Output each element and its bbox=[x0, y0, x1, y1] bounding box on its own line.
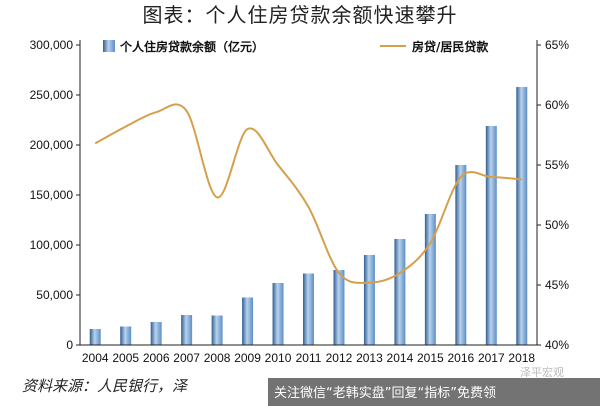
legend-bar-label: 个人住房贷款余额（亿元） bbox=[119, 39, 264, 54]
bar bbox=[242, 297, 254, 345]
x-tick-label: 2004 bbox=[82, 351, 109, 365]
source-note: 资料来源：人民银行，泽 bbox=[22, 377, 188, 395]
bar bbox=[455, 165, 467, 345]
x-tick-label: 2009 bbox=[234, 351, 261, 365]
watermark-banner: 泽平宏观 关注微信“老韩实盘”回复“指标”免费领 bbox=[268, 365, 600, 406]
right-tick-label: 55% bbox=[545, 158, 569, 172]
axes bbox=[79, 40, 538, 346]
chart-title: 图表：个人住房贷款余额快速攀升 bbox=[143, 3, 458, 27]
right-axis-ticks: 40% 45% 50% 55% 60% 65% bbox=[537, 38, 569, 352]
x-tick-label: 2016 bbox=[447, 351, 474, 365]
legend: 个人住房贷款余额（亿元） 房贷/居民贷款 bbox=[103, 39, 489, 54]
x-tick-label: 2017 bbox=[478, 351, 505, 365]
left-tick-label: 300,000 bbox=[30, 38, 74, 52]
bar bbox=[394, 239, 406, 345]
right-tick-label: 45% bbox=[545, 278, 569, 292]
x-tick-label: 2013 bbox=[356, 351, 383, 365]
x-tick-label: 2006 bbox=[143, 351, 170, 365]
bar bbox=[333, 270, 345, 345]
right-tick-label: 40% bbox=[545, 338, 569, 352]
left-tick-label: 100,000 bbox=[30, 238, 74, 252]
x-tick-label: 2005 bbox=[112, 351, 139, 365]
ratio-line bbox=[94, 103, 522, 284]
x-tick-label: 2012 bbox=[326, 351, 353, 365]
watermark-backdrop bbox=[268, 378, 600, 406]
plot-area: 0 50,000 100,000 150,000 200,000 250,000 300,0… bbox=[30, 38, 570, 365]
bar bbox=[516, 87, 528, 345]
left-tick-label: 0 bbox=[66, 338, 73, 352]
bar bbox=[211, 315, 223, 345]
watermark-text: 关注微信“老韩实盘”回复“指标”免费领 bbox=[274, 385, 496, 401]
x-tick-label: 2014 bbox=[387, 351, 414, 365]
x-tick-label: 2007 bbox=[173, 351, 200, 365]
bar-series bbox=[89, 87, 528, 345]
bar bbox=[181, 315, 193, 345]
left-tick-label: 250,000 bbox=[30, 88, 74, 102]
watermark-faded: 泽平宏观 bbox=[520, 365, 564, 379]
x-tick-label: 2015 bbox=[417, 351, 444, 365]
legend-bar-swatch bbox=[103, 40, 115, 52]
x-tick-label: 2011 bbox=[296, 351, 322, 365]
right-tick-label: 50% bbox=[545, 218, 569, 232]
bar bbox=[89, 329, 101, 345]
x-tick-label: 2010 bbox=[265, 351, 292, 365]
x-tick-label: 2018 bbox=[508, 351, 535, 365]
left-tick-label: 150,000 bbox=[30, 188, 74, 202]
bar bbox=[485, 126, 497, 345]
bar bbox=[424, 214, 436, 345]
left-tick-label: 50,000 bbox=[36, 288, 73, 302]
bar bbox=[150, 322, 162, 345]
bar bbox=[363, 255, 375, 345]
right-tick-label: 60% bbox=[545, 98, 569, 112]
right-tick-label: 65% bbox=[545, 38, 569, 52]
x-axis-ticks: 2004 2005 2006 2007 2008 2009 2010 2011 2012 2013… bbox=[82, 351, 536, 365]
left-tick-label: 200,000 bbox=[30, 138, 74, 152]
legend-line-label: 房贷/居民贷款 bbox=[412, 39, 489, 54]
x-tick-label: 2008 bbox=[204, 351, 231, 365]
bar bbox=[303, 273, 314, 345]
bar bbox=[272, 283, 284, 345]
left-axis-ticks: 0 50,000 100,000 150,000 200,000 250,000 300,0… bbox=[30, 38, 80, 352]
bar bbox=[120, 326, 132, 345]
